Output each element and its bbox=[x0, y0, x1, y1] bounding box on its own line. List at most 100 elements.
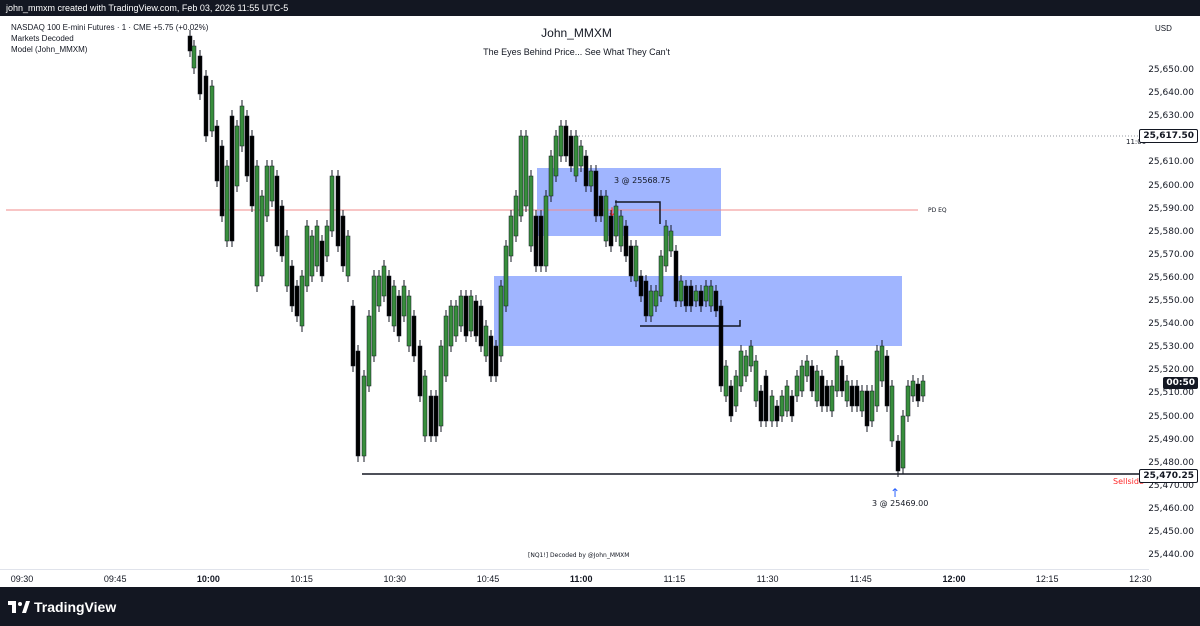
chart-legend: NASDAQ 100 E-mini Futures · 1 · CME +5.7… bbox=[11, 22, 208, 55]
chart-subtitle: The Eyes Behind Price... See What They C… bbox=[483, 47, 670, 57]
time-axis[interactable]: 09:30 09:45 10:00 10:15 10:30 10:45 11:00 11:15… bbox=[0, 569, 1152, 588]
candle-body bbox=[558, 125, 564, 157]
candle-body bbox=[468, 295, 474, 332]
candle-body bbox=[214, 125, 220, 182]
candle-body bbox=[543, 195, 549, 267]
candle-body bbox=[219, 145, 225, 217]
time-1100-label: 11:00 bbox=[1126, 138, 1147, 146]
candle-body bbox=[648, 290, 654, 317]
price-chart[interactable]: ↓↑ bbox=[6, 16, 1149, 569]
candle-body bbox=[553, 135, 559, 177]
candle-body bbox=[874, 350, 880, 407]
candle-body bbox=[603, 195, 609, 242]
chart-title: John_MMXM bbox=[541, 26, 612, 40]
candle-body bbox=[889, 385, 895, 442]
candle-body bbox=[411, 315, 417, 357]
candle-body bbox=[839, 365, 845, 392]
price-tick-label: 25,520.00 bbox=[1148, 365, 1194, 376]
candle-body bbox=[187, 35, 193, 52]
candle-body bbox=[503, 245, 509, 307]
marker-up-icon: ↑ bbox=[890, 486, 900, 500]
candle-body bbox=[774, 405, 780, 422]
candle-body bbox=[693, 290, 699, 302]
candle-body bbox=[905, 385, 911, 417]
price-axis[interactable]: 25,650.0025,640.0025,630.0025,620.0025,6… bbox=[1148, 16, 1200, 569]
pd-eq-label: PD EQ bbox=[928, 207, 947, 214]
price-tick-label: 25,440.00 bbox=[1148, 550, 1194, 561]
lower-marker-label: 3 @ 25469.00 bbox=[872, 499, 929, 508]
candle-body bbox=[668, 230, 674, 252]
candle-body bbox=[598, 195, 604, 217]
tradingview-logo[interactable]: TradingView bbox=[8, 597, 116, 617]
price-tick-label: 25,560.00 bbox=[1148, 272, 1194, 283]
symbol-line[interactable]: NASDAQ 100 E-mini Futures · 1 · CME +5.7… bbox=[11, 23, 209, 32]
indicator-markets-decoded[interactable]: Markets Decoded bbox=[11, 34, 74, 43]
candle-body bbox=[294, 285, 300, 317]
candle-body bbox=[763, 375, 769, 422]
candle-body bbox=[708, 285, 714, 307]
time-tick-label: 11:45 bbox=[849, 574, 872, 584]
sellside-price-tag: 25,470.25 bbox=[1139, 469, 1198, 483]
candle-body bbox=[819, 375, 825, 407]
time-tick-label: 10:15 bbox=[290, 574, 313, 584]
candle-body bbox=[583, 155, 589, 187]
time-tick-label: 12:00 bbox=[942, 574, 966, 584]
candle-body bbox=[723, 365, 729, 397]
candle-body bbox=[458, 295, 464, 327]
candle-body bbox=[688, 285, 694, 307]
candle-body bbox=[371, 275, 377, 357]
candle-body bbox=[493, 345, 499, 377]
price-tick-label: 25,450.00 bbox=[1148, 527, 1194, 537]
candle-body bbox=[478, 305, 484, 347]
price-tick-label: 25,630.00 bbox=[1148, 111, 1194, 122]
structure-line-lower bbox=[640, 320, 741, 327]
price-tick-label: 25,600.00 bbox=[1148, 180, 1194, 191]
price-tick-label: 25,570.00 bbox=[1148, 249, 1194, 260]
candle-body bbox=[538, 215, 544, 267]
candle-body bbox=[304, 225, 310, 287]
candle-body bbox=[784, 385, 790, 412]
price-tick-label: 25,540.00 bbox=[1148, 319, 1194, 330]
price-tick-label: 25,590.00 bbox=[1148, 203, 1194, 214]
candle-body bbox=[264, 165, 270, 217]
candle-body bbox=[733, 375, 739, 407]
candle-body bbox=[779, 395, 785, 417]
candle-body bbox=[329, 175, 335, 232]
candle-body bbox=[406, 295, 412, 347]
candle-body bbox=[834, 355, 840, 392]
currency-label[interactable]: USD bbox=[1155, 24, 1172, 33]
time-tick-label: 09:45 bbox=[103, 574, 127, 584]
candle-body bbox=[244, 115, 250, 177]
candle-body bbox=[249, 135, 255, 207]
candle-body bbox=[895, 440, 901, 472]
price-tick-label: 25,490.00 bbox=[1148, 434, 1194, 445]
candle-body bbox=[350, 305, 356, 367]
candle-body bbox=[809, 365, 815, 392]
candle-body bbox=[209, 85, 215, 132]
candle-body bbox=[718, 305, 724, 387]
candle-body bbox=[345, 235, 351, 277]
candle-body bbox=[269, 165, 275, 202]
price-tick-label: 25,610.00 bbox=[1148, 157, 1194, 168]
candle-body bbox=[653, 290, 659, 307]
candle-body bbox=[794, 375, 800, 397]
time-tick-label: 11:30 bbox=[756, 574, 779, 584]
candle-body bbox=[355, 350, 361, 457]
indicator-model[interactable]: Model (John_MMXM) bbox=[11, 45, 88, 54]
candle-body bbox=[234, 125, 240, 187]
candle-body bbox=[869, 390, 875, 422]
candle-body bbox=[713, 290, 719, 312]
candle-body bbox=[366, 315, 372, 387]
candle-body bbox=[396, 295, 402, 337]
candle-body bbox=[864, 390, 870, 427]
candle-body bbox=[224, 165, 230, 242]
marker-down-icon: ↓ bbox=[607, 205, 617, 219]
time-tick-label: 10:00 bbox=[196, 574, 220, 584]
candle-body bbox=[573, 135, 579, 177]
price-tick-label: 25,550.00 bbox=[1148, 296, 1194, 306]
candle-body bbox=[284, 235, 290, 287]
candle-body bbox=[533, 215, 539, 267]
candle-body bbox=[428, 395, 434, 437]
candle-body bbox=[849, 385, 855, 407]
window-caption: john_mmxm created with TradingView.com, … bbox=[6, 3, 289, 13]
